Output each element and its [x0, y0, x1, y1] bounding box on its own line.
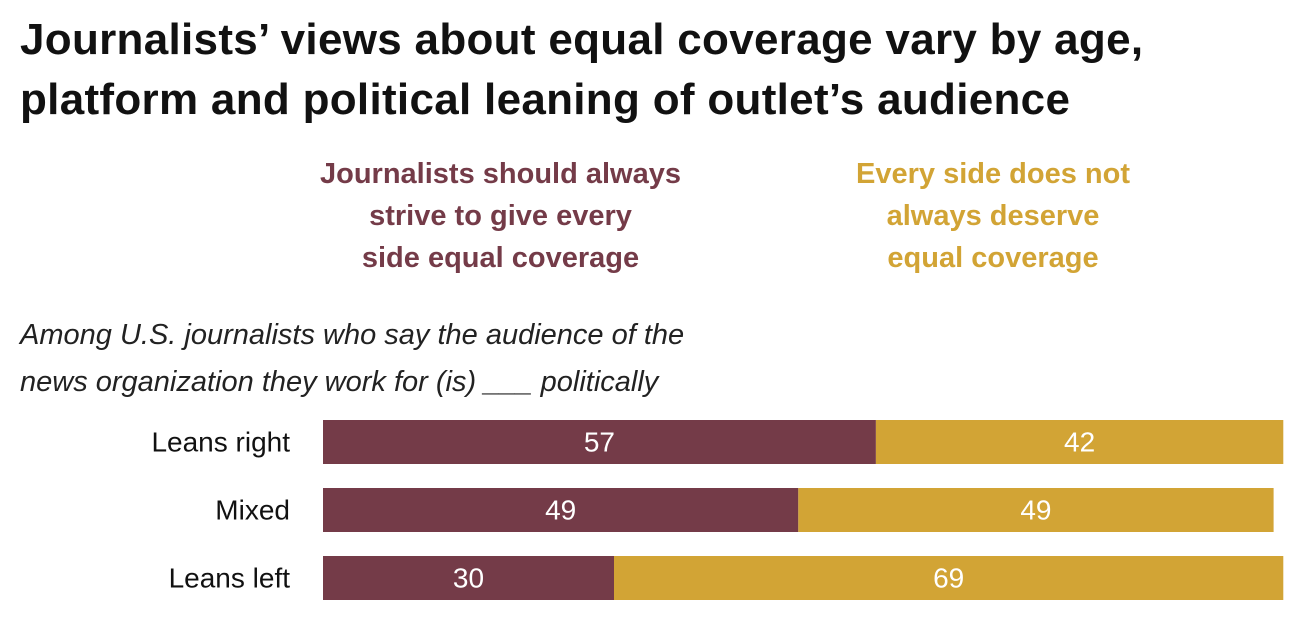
bar-agree-leans-left: [323, 556, 614, 600]
legend-agree: Journalists should always strive to give…: [288, 153, 713, 279]
legend-disagree: Every side does not always deserve equal…: [808, 153, 1178, 279]
chart-title-line-2: platform and political leaning of outlet…: [20, 75, 1071, 124]
bar-value-disagree-mixed: 49: [1020, 495, 1051, 526]
bar-agree-mixed: [323, 488, 799, 532]
bar-value-disagree-leans-right: 42: [1064, 427, 1095, 458]
bar-disagree-mixed: [798, 488, 1274, 532]
legend-disagree-line-1: Every side does not: [856, 158, 1130, 190]
chart-subtitle-line-2: news organization they work for (is) ___…: [20, 366, 659, 398]
legend-disagree-line-2: always deserve: [886, 200, 1100, 232]
legend-agree-line-3: side equal coverage: [361, 242, 640, 274]
category-label-leans-left: Leans left: [169, 563, 291, 594]
bar-disagree-leans-left: [614, 556, 1284, 600]
category-label-leans-right: Leans right: [151, 427, 290, 458]
legend-disagree-line-3: equal coverage: [887, 242, 1099, 274]
legend-agree-line-2: strive to give every: [369, 200, 632, 232]
chart-title-line-1: Journalists’ views about equal coverage …: [20, 15, 1144, 64]
bar-value-agree-leans-right: 57: [584, 427, 615, 458]
chart-subtitle: Among U.S. journalists who say the audie…: [20, 312, 684, 406]
chart-subtitle-line-1: Among U.S. journalists who say the audie…: [20, 319, 685, 351]
bar-value-agree-leans-left: 30: [453, 563, 484, 594]
bar-value-disagree-leans-left: 69: [933, 563, 964, 594]
chart-title: Journalists’ views about equal coverage …: [20, 10, 1290, 130]
bar-disagree-leans-right: [875, 420, 1284, 464]
bar-value-agree-mixed: 49: [545, 495, 576, 526]
category-label-mixed: Mixed: [215, 495, 290, 526]
stacked-bar-chart: Leans right 57 42 Mixed 49 49 Leans left 30 69: [151, 420, 1284, 600]
legend-agree-line-1: Journalists should always: [320, 158, 681, 190]
bar-agree-leans-right: [323, 420, 876, 464]
